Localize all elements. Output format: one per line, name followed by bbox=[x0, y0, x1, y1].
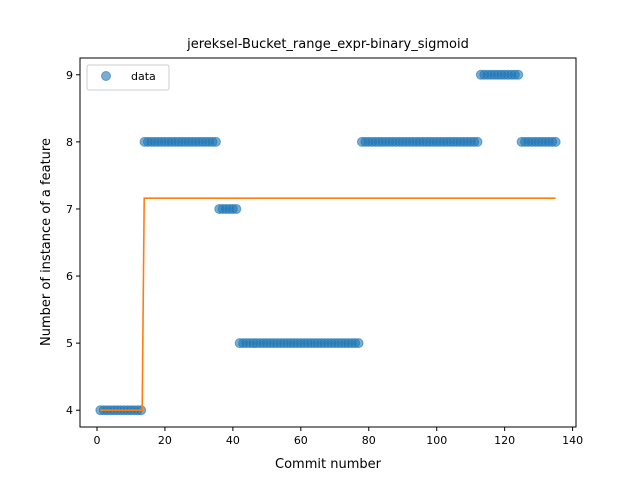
x-tick-label: 80 bbox=[362, 434, 376, 447]
chart-title: jereksel-Bucket_range_expr-binary_sigmoi… bbox=[186, 37, 469, 52]
fit-line bbox=[100, 197, 556, 412]
x-tick-label: 0 bbox=[93, 434, 100, 447]
x-axis-label: Commit number bbox=[275, 457, 382, 472]
axes-frame bbox=[79, 57, 577, 428]
y-tick-label: 4 bbox=[66, 404, 73, 417]
y-axis-ticks: 4 5 6 7 8 9 bbox=[66, 69, 80, 417]
x-axis-ticks: 0 20 40 60 80 100 120 140 bbox=[93, 427, 583, 447]
plot-area bbox=[95, 69, 561, 416]
y-axis-label: Number of instance of a feature bbox=[39, 138, 54, 346]
x-tick-label: 40 bbox=[226, 434, 240, 447]
data-point bbox=[353, 338, 364, 349]
y-tick-label: 6 bbox=[66, 270, 73, 283]
legend-marker-data bbox=[101, 71, 111, 81]
data-point bbox=[550, 136, 561, 147]
data-point bbox=[231, 203, 242, 214]
fit-line-group bbox=[100, 197, 556, 412]
x-tick-label: 20 bbox=[158, 434, 172, 447]
y-tick-label: 9 bbox=[66, 69, 73, 82]
data-points bbox=[95, 69, 561, 416]
x-tick-label: 100 bbox=[426, 434, 447, 447]
data-point bbox=[472, 136, 483, 147]
data-point bbox=[513, 69, 524, 80]
x-tick-label: 120 bbox=[494, 434, 515, 447]
legend-label-data: data bbox=[131, 70, 156, 83]
x-tick-label: 60 bbox=[294, 434, 308, 447]
data-point bbox=[210, 136, 221, 147]
legend: data bbox=[86, 64, 170, 91]
y-tick-label: 7 bbox=[66, 203, 73, 216]
y-tick-label: 8 bbox=[66, 136, 73, 149]
x-tick-label: 140 bbox=[562, 434, 583, 447]
y-tick-label: 5 bbox=[66, 337, 73, 350]
legend-box bbox=[86, 64, 170, 91]
